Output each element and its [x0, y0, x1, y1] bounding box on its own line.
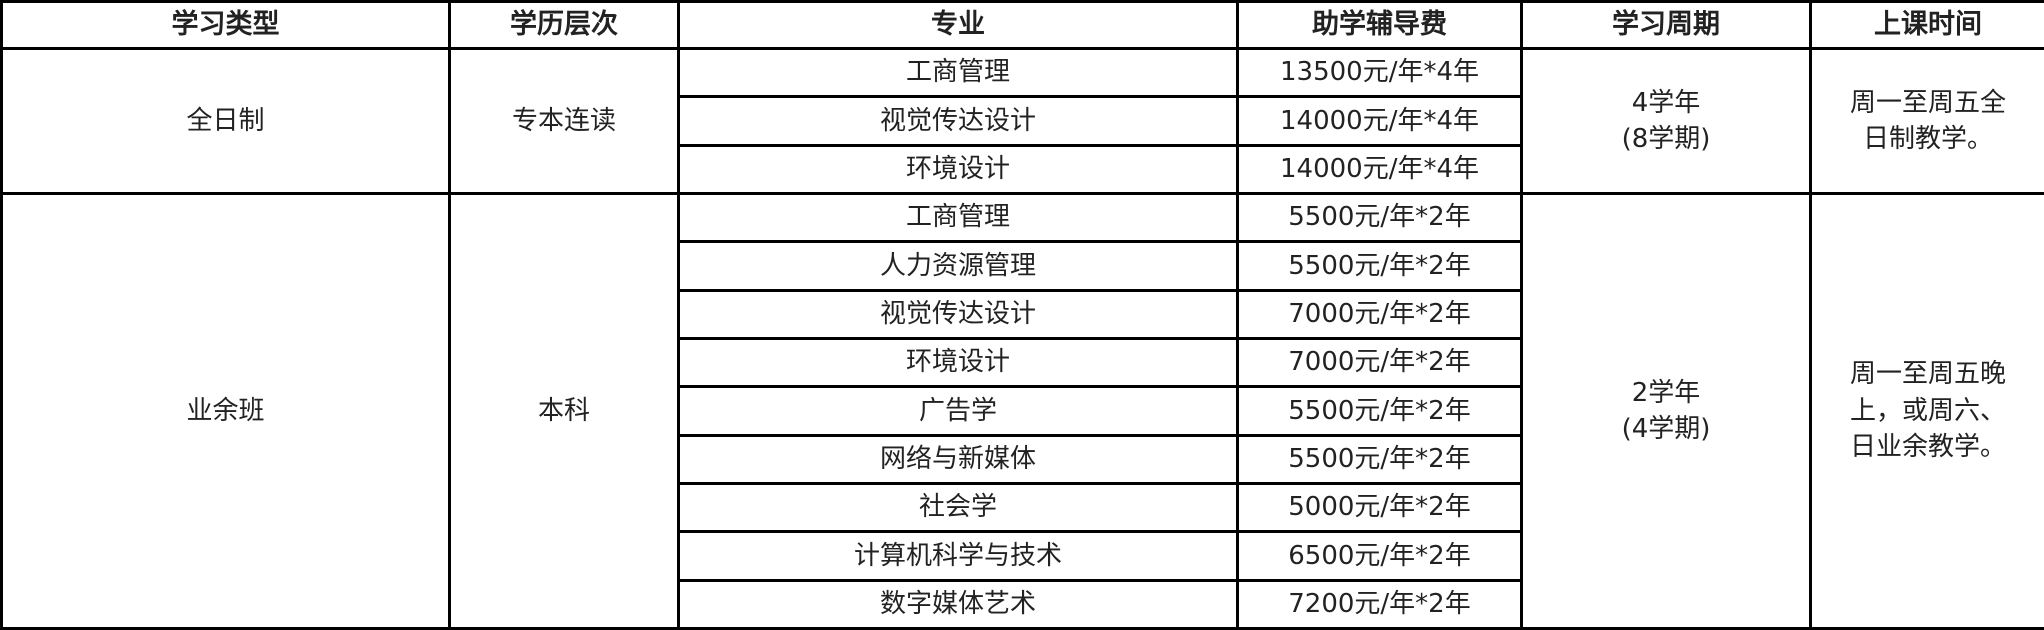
fee-cell: 13500元/年*4年	[1236, 46, 1523, 99]
table-row: 全日制 专本连读 工商管理 13500元/年*4年 4学年 (8学期) 周一至周五全 日制…	[0, 46, 2044, 195]
major-cell: 环境设计	[677, 143, 1239, 195]
fee-cell: 7200元/年*2年	[1236, 578, 1523, 630]
table-row: 计算机科学与技术 6500元/年*2年	[2, 530, 2044, 582]
major-cell: 视觉传达设计	[677, 288, 1239, 340]
fee-cell: 7000元/年*2年	[1236, 336, 1523, 389]
class-time-cell: 周一至周五全 日制教学。	[1809, 47, 2044, 195]
header-study-period: 学习周期	[1520, 0, 1812, 50]
fee-cell: 7000元/年*2年	[1236, 288, 1523, 340]
fee-cell: 5500元/年*2年	[1236, 191, 1523, 244]
major-cell: 工商管理	[677, 191, 1239, 244]
major-cell: 社会学	[677, 481, 1239, 534]
table-row: 人力资源管理 5500元/年*2年	[2, 240, 2044, 292]
header-major: 专业	[677, 0, 1239, 50]
study-type-cell: 全日制	[0, 47, 451, 195]
fee-cell: 5000元/年*2年	[1236, 481, 1523, 534]
class-time-cell: 周一至周五晚 上，或周六、 日业余教学。	[1809, 191, 2044, 630]
header-class-time: 上课时间	[1809, 0, 2044, 50]
major-cell: 广告学	[677, 385, 1239, 437]
fee-cell: 5500元/年*2年	[1236, 433, 1523, 485]
education-level-cell: 专本连读	[448, 47, 680, 195]
table-row: 广告学 5500元/年*2年	[2, 385, 2044, 437]
study-period-cell: 2学年 (4学期)	[1520, 191, 1812, 630]
fee-cell: 6500元/年*2年	[1236, 530, 1523, 582]
header-fee: 助学辅导费	[1236, 0, 1523, 50]
table-row: 视觉传达设计 14000元/年*4年	[2, 95, 2044, 147]
table-row: 环境设计 7000元/年*2年	[2, 336, 2044, 389]
table-row: 数字媒体艺术 7200元/年*2年	[2, 578, 2044, 630]
table-row: 网络与新媒体 5500元/年*2年	[2, 433, 2044, 485]
major-cell: 数字媒体艺术	[677, 578, 1239, 630]
major-cell: 网络与新媒体	[677, 433, 1239, 485]
study-type-cell: 业余班	[0, 191, 451, 630]
header-row: 学习类型 学历层次 专业 助学辅导费 学习周期 上课时间	[0, 0, 2044, 50]
table-row: 社会学 5000元/年*2年	[2, 481, 2044, 534]
fee-cell: 5500元/年*2年	[1236, 240, 1523, 292]
major-cell: 视觉传达设计	[677, 95, 1239, 147]
major-cell: 环境设计	[677, 336, 1239, 389]
education-level-cell: 本科	[448, 191, 680, 630]
fee-cell: 14000元/年*4年	[1236, 95, 1523, 147]
header-study-type: 学习类型	[0, 0, 451, 50]
table-row: 视觉传达设计 7000元/年*2年	[2, 288, 2044, 340]
study-period-cell: 4学年 (8学期)	[1520, 47, 1812, 195]
header-education-level: 学历层次	[448, 0, 680, 50]
major-cell: 工商管理	[677, 46, 1239, 99]
table-row: 环境设计 14000元/年*4年	[2, 143, 2044, 195]
fee-cell: 5500元/年*2年	[1236, 385, 1523, 437]
major-cell: 人力资源管理	[677, 240, 1239, 292]
fee-cell: 14000元/年*4年	[1236, 143, 1523, 195]
major-cell: 计算机科学与技术	[677, 530, 1239, 582]
table-row: 业余班 本科 工商管理 5500元/年*2年 2学年 (4学期) 周一至周五晚 上，或周六…	[0, 191, 2044, 630]
